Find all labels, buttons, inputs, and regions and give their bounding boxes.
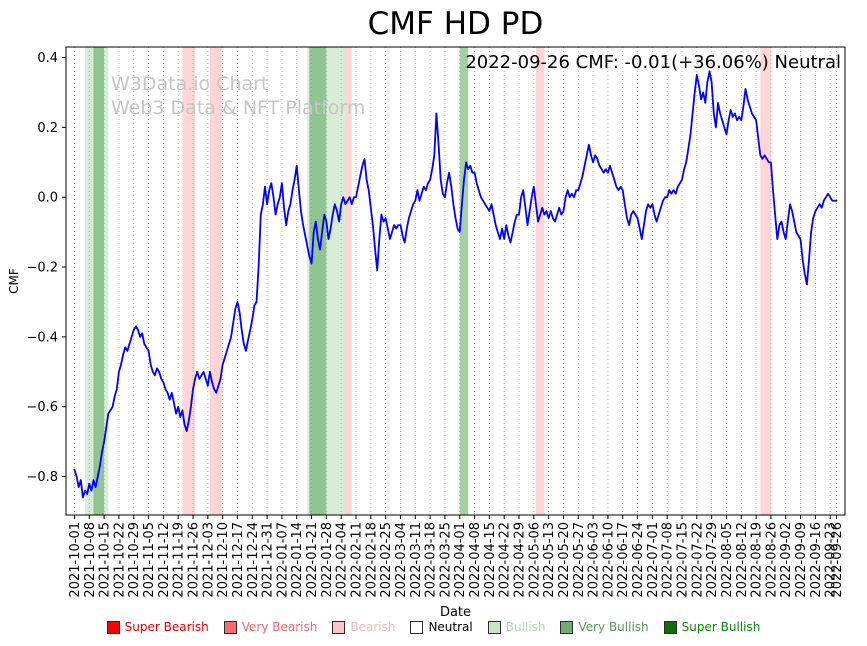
band-very_bullish bbox=[309, 47, 327, 515]
band-very_bullish bbox=[93, 47, 105, 515]
x-tick-label: 2022-02-11 bbox=[350, 522, 365, 598]
legend-swatch bbox=[487, 620, 501, 634]
legend-swatch bbox=[332, 620, 346, 634]
legend-label: Super Bullish bbox=[681, 620, 761, 634]
legend-label: Neutral bbox=[428, 620, 473, 634]
legend-item-super-bullish: Super Bullish bbox=[663, 620, 761, 634]
band-bullish bbox=[85, 47, 109, 515]
x-tick-label: 2022-06-03 bbox=[587, 522, 602, 598]
x-tick-label: 2022-08-12 bbox=[735, 522, 750, 598]
y-tick-label: −0.8 bbox=[26, 470, 58, 485]
band-bearish bbox=[182, 47, 196, 515]
x-tick-label: 2021-10-01 bbox=[68, 522, 83, 598]
x-tick-label: 2022-01-14 bbox=[290, 522, 305, 598]
x-tick-label: 2022-09-09 bbox=[794, 522, 809, 598]
x-tick-label: 2021-10-29 bbox=[127, 522, 142, 598]
x-tick-label: 2022-02-04 bbox=[335, 522, 350, 598]
x-tick-label: 2022-01-28 bbox=[320, 522, 335, 598]
x-tick-label: 2022-07-29 bbox=[705, 522, 720, 598]
x-tick-label: 2022-09-26 bbox=[830, 522, 845, 598]
band-bearish bbox=[345, 47, 352, 515]
x-tick-label: 2022-04-22 bbox=[498, 522, 513, 598]
x-tick-label: 2022-09-23 bbox=[824, 522, 839, 598]
x-tick-label: 2022-03-25 bbox=[438, 522, 453, 598]
x-tick-label: 2022-04-15 bbox=[483, 522, 498, 598]
y-tick-label: 0.0 bbox=[37, 191, 58, 206]
x-tick-label: 2022-01-07 bbox=[275, 522, 290, 598]
x-tick-label: 2021-12-31 bbox=[261, 522, 276, 598]
y-axis-label: CMF bbox=[7, 268, 21, 294]
x-tick-label: 2021-11-05 bbox=[142, 522, 157, 598]
x-tick-label: 2021-12-24 bbox=[246, 522, 261, 598]
x-tick-label: 2021-11-26 bbox=[187, 522, 202, 598]
legend-swatch bbox=[223, 620, 237, 634]
legend-label: Very Bullish bbox=[578, 620, 649, 634]
legend-item-very-bearish: Very Bearish bbox=[223, 620, 318, 634]
x-tick-label: 2022-06-10 bbox=[601, 522, 616, 598]
band-bearish bbox=[209, 47, 223, 515]
plot-frame bbox=[65, 46, 846, 516]
legend-label: Bullish bbox=[505, 620, 546, 634]
band-bullish bbox=[307, 47, 346, 515]
x-tick-label: 2022-04-01 bbox=[453, 522, 468, 598]
x-tick-label: 2022-07-01 bbox=[646, 522, 661, 598]
x-tick-label: 2022-04-29 bbox=[513, 522, 528, 598]
x-tick-label: 2021-12-03 bbox=[201, 522, 216, 598]
x-tick-label: 2022-02-18 bbox=[364, 522, 379, 598]
x-tick-label: 2022-02-25 bbox=[379, 522, 394, 598]
x-tick-label: 2022-05-13 bbox=[542, 522, 557, 598]
x-tick-label: 2022-06-17 bbox=[616, 522, 631, 598]
x-tick-label: 2022-08-05 bbox=[720, 522, 735, 598]
legend-item-super-bearish: Super Bearish bbox=[106, 620, 209, 634]
legend-label: Bearish bbox=[350, 620, 396, 634]
band-bearish bbox=[535, 47, 545, 515]
x-tick-label: 2022-05-27 bbox=[572, 522, 587, 598]
legend-label: Very Bearish bbox=[241, 620, 318, 634]
x-tick-label: 2022-01-21 bbox=[305, 522, 320, 598]
x-tick-label: 2022-03-04 bbox=[394, 522, 409, 598]
x-tick-label: 2022-07-22 bbox=[690, 522, 705, 598]
x-tick-label: 2021-10-08 bbox=[83, 522, 98, 598]
x-tick-label: 2022-09-02 bbox=[779, 522, 794, 598]
y-tick-label: −0.4 bbox=[26, 330, 58, 345]
y-tick-label: −0.6 bbox=[26, 400, 58, 415]
x-tick-label: 2021-10-22 bbox=[112, 522, 127, 598]
band-bearish bbox=[760, 47, 771, 515]
x-axis-label: Date bbox=[439, 605, 472, 620]
x-tick-label: 2022-05-20 bbox=[557, 522, 572, 598]
legend-swatch bbox=[663, 620, 677, 634]
x-tick-label: 2021-12-10 bbox=[216, 522, 231, 598]
legend-item-bullish: Bullish bbox=[487, 620, 546, 634]
y-tick-label: 0.2 bbox=[37, 121, 58, 136]
x-tick-label: 2022-09-16 bbox=[809, 522, 824, 598]
y-tick-label: 0.4 bbox=[37, 51, 58, 66]
legend-item-very-bullish: Very Bullish bbox=[560, 620, 649, 634]
band-very_bullish bbox=[459, 47, 469, 515]
x-tick-label: 2021-11-19 bbox=[172, 522, 187, 598]
cmf-line bbox=[73, 70, 838, 499]
legend-swatch bbox=[410, 620, 424, 634]
x-tick-label: 2022-05-06 bbox=[527, 522, 542, 598]
x-tick-label: 2022-07-15 bbox=[676, 522, 691, 598]
x-tick-label: 2022-03-18 bbox=[424, 522, 439, 598]
y-tick-label: −0.2 bbox=[26, 261, 58, 276]
x-tick-label: 2022-03-11 bbox=[409, 522, 424, 598]
legend-swatch bbox=[560, 620, 574, 634]
x-tick-label: 2022-06-24 bbox=[631, 522, 646, 598]
legend-item-neutral: Neutral bbox=[410, 620, 473, 634]
x-tick-label: 2022-07-08 bbox=[661, 522, 676, 598]
x-tick-label: 2022-04-08 bbox=[468, 522, 483, 598]
x-tick-label: 2022-08-19 bbox=[750, 522, 765, 598]
x-tick-label: 2021-11-12 bbox=[157, 522, 172, 598]
x-tick-label: 2021-10-15 bbox=[98, 522, 113, 598]
legend-item-bearish: Bearish bbox=[332, 620, 395, 634]
legend-swatch bbox=[106, 620, 120, 634]
page-title: CMF HD PD bbox=[367, 6, 544, 42]
legend: Super Bearish Very Bearish Bearish Neutral B… bbox=[0, 620, 867, 634]
x-tick-label: 2022-08-26 bbox=[764, 522, 779, 598]
x-tick-label: 2021-12-17 bbox=[231, 522, 246, 598]
legend-label: Super Bearish bbox=[124, 620, 209, 634]
